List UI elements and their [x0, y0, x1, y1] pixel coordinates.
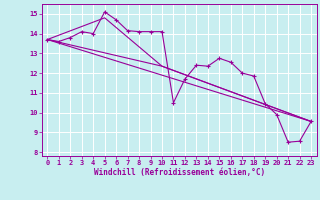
X-axis label: Windchill (Refroidissement éolien,°C): Windchill (Refroidissement éolien,°C) — [94, 168, 265, 177]
